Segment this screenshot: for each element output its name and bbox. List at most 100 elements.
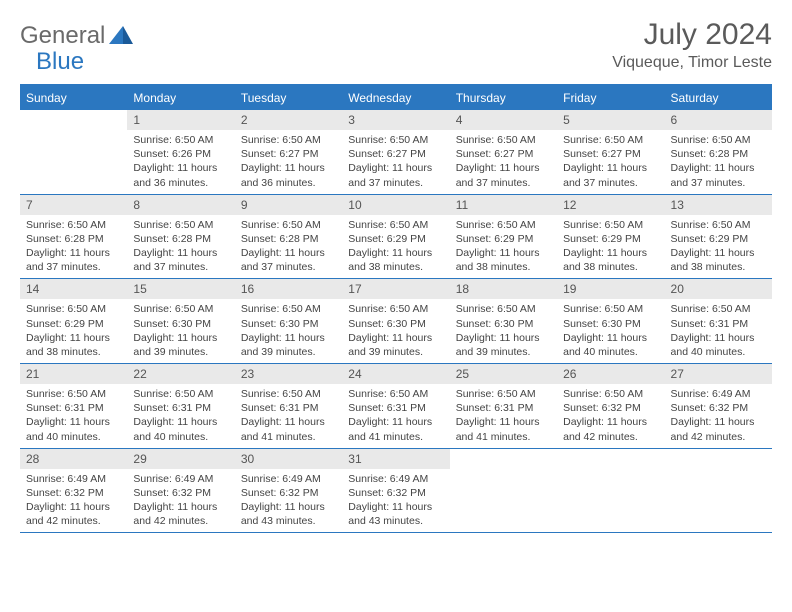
day-cell-14: 14Sunrise: 6:50 AMSunset: 6:29 PMDayligh… — [20, 279, 127, 364]
weekday-row: SundayMondayTuesdayWednesdayThursdayFrid… — [20, 85, 772, 110]
weekday-sunday: Sunday — [20, 85, 127, 110]
day-cell-6: 6Sunrise: 6:50 AMSunset: 6:28 PMDaylight… — [665, 110, 772, 194]
day-cell-13: 13Sunrise: 6:50 AMSunset: 6:29 PMDayligh… — [665, 194, 772, 279]
calendar-row: 7Sunrise: 6:50 AMSunset: 6:28 PMDaylight… — [20, 194, 772, 279]
day-details: Sunrise: 6:50 AMSunset: 6:31 PMDaylight:… — [450, 384, 557, 448]
day-details: Sunrise: 6:50 AMSunset: 6:30 PMDaylight:… — [450, 299, 557, 363]
day-cell-7: 7Sunrise: 6:50 AMSunset: 6:28 PMDaylight… — [20, 194, 127, 279]
day-number: 17 — [342, 279, 449, 299]
day-cell-27: 27Sunrise: 6:49 AMSunset: 6:32 PMDayligh… — [665, 364, 772, 449]
day-number: 18 — [450, 279, 557, 299]
day-cell-24: 24Sunrise: 6:50 AMSunset: 6:31 PMDayligh… — [342, 364, 449, 449]
day-cell-22: 22Sunrise: 6:50 AMSunset: 6:31 PMDayligh… — [127, 364, 234, 449]
day-cell-23: 23Sunrise: 6:50 AMSunset: 6:31 PMDayligh… — [235, 364, 342, 449]
empty-cell — [665, 448, 772, 533]
weekday-saturday: Saturday — [665, 85, 772, 110]
day-details: Sunrise: 6:50 AMSunset: 6:30 PMDaylight:… — [127, 299, 234, 363]
day-cell-8: 8Sunrise: 6:50 AMSunset: 6:28 PMDaylight… — [127, 194, 234, 279]
day-cell-28: 28Sunrise: 6:49 AMSunset: 6:32 PMDayligh… — [20, 448, 127, 533]
day-details: Sunrise: 6:50 AMSunset: 6:26 PMDaylight:… — [127, 130, 234, 194]
day-number: 27 — [665, 364, 772, 384]
day-number: 3 — [342, 110, 449, 130]
day-number: 13 — [665, 195, 772, 215]
day-details: Sunrise: 6:50 AMSunset: 6:28 PMDaylight:… — [665, 130, 772, 194]
day-cell-30: 30Sunrise: 6:49 AMSunset: 6:32 PMDayligh… — [235, 448, 342, 533]
day-number: 21 — [20, 364, 127, 384]
day-details: Sunrise: 6:50 AMSunset: 6:29 PMDaylight:… — [20, 299, 127, 363]
day-cell-25: 25Sunrise: 6:50 AMSunset: 6:31 PMDayligh… — [450, 364, 557, 449]
weekday-thursday: Thursday — [450, 85, 557, 110]
empty-cell — [20, 110, 127, 194]
calendar-row: 21Sunrise: 6:50 AMSunset: 6:31 PMDayligh… — [20, 364, 772, 449]
empty-cell — [450, 448, 557, 533]
day-number: 20 — [665, 279, 772, 299]
day-number: 2 — [235, 110, 342, 130]
title-block: July 2024 Viqueque, Timor Leste — [612, 18, 772, 72]
day-cell-11: 11Sunrise: 6:50 AMSunset: 6:29 PMDayligh… — [450, 194, 557, 279]
logo: General — [20, 18, 135, 50]
day-cell-29: 29Sunrise: 6:49 AMSunset: 6:32 PMDayligh… — [127, 448, 234, 533]
day-cell-3: 3Sunrise: 6:50 AMSunset: 6:27 PMDaylight… — [342, 110, 449, 194]
day-details: Sunrise: 6:49 AMSunset: 6:32 PMDaylight:… — [20, 469, 127, 533]
day-cell-18: 18Sunrise: 6:50 AMSunset: 6:30 PMDayligh… — [450, 279, 557, 364]
day-cell-26: 26Sunrise: 6:50 AMSunset: 6:32 PMDayligh… — [557, 364, 664, 449]
day-details: Sunrise: 6:50 AMSunset: 6:28 PMDaylight:… — [235, 215, 342, 279]
day-details: Sunrise: 6:50 AMSunset: 6:30 PMDaylight:… — [557, 299, 664, 363]
day-number: 15 — [127, 279, 234, 299]
calendar-row: 14Sunrise: 6:50 AMSunset: 6:29 PMDayligh… — [20, 279, 772, 364]
day-number: 5 — [557, 110, 664, 130]
calendar-row: 28Sunrise: 6:49 AMSunset: 6:32 PMDayligh… — [20, 448, 772, 533]
day-cell-16: 16Sunrise: 6:50 AMSunset: 6:30 PMDayligh… — [235, 279, 342, 364]
day-cell-12: 12Sunrise: 6:50 AMSunset: 6:29 PMDayligh… — [557, 194, 664, 279]
day-cell-4: 4Sunrise: 6:50 AMSunset: 6:27 PMDaylight… — [450, 110, 557, 194]
day-number: 19 — [557, 279, 664, 299]
day-details: Sunrise: 6:50 AMSunset: 6:31 PMDaylight:… — [20, 384, 127, 448]
day-cell-9: 9Sunrise: 6:50 AMSunset: 6:28 PMDaylight… — [235, 194, 342, 279]
day-details: Sunrise: 6:50 AMSunset: 6:31 PMDaylight:… — [665, 299, 772, 363]
logo-text-blue: Blue — [36, 48, 84, 75]
day-number: 14 — [20, 279, 127, 299]
day-details: Sunrise: 6:50 AMSunset: 6:28 PMDaylight:… — [20, 215, 127, 279]
calendar-row: 1Sunrise: 6:50 AMSunset: 6:26 PMDaylight… — [20, 110, 772, 194]
day-number: 31 — [342, 449, 449, 469]
weekday-wednesday: Wednesday — [342, 85, 449, 110]
day-number: 4 — [450, 110, 557, 130]
day-details: Sunrise: 6:50 AMSunset: 6:32 PMDaylight:… — [557, 384, 664, 448]
day-cell-2: 2Sunrise: 6:50 AMSunset: 6:27 PMDaylight… — [235, 110, 342, 194]
location-text: Viqueque, Timor Leste — [612, 54, 772, 72]
day-cell-5: 5Sunrise: 6:50 AMSunset: 6:27 PMDaylight… — [557, 110, 664, 194]
day-cell-19: 19Sunrise: 6:50 AMSunset: 6:30 PMDayligh… — [557, 279, 664, 364]
day-number: 8 — [127, 195, 234, 215]
day-details: Sunrise: 6:50 AMSunset: 6:30 PMDaylight:… — [235, 299, 342, 363]
day-details: Sunrise: 6:50 AMSunset: 6:31 PMDaylight:… — [127, 384, 234, 448]
day-cell-15: 15Sunrise: 6:50 AMSunset: 6:30 PMDayligh… — [127, 279, 234, 364]
day-number: 9 — [235, 195, 342, 215]
weekday-tuesday: Tuesday — [235, 85, 342, 110]
day-number: 1 — [127, 110, 234, 130]
day-number: 28 — [20, 449, 127, 469]
day-number: 6 — [665, 110, 772, 130]
day-number: 26 — [557, 364, 664, 384]
weekday-friday: Friday — [557, 85, 664, 110]
day-details: Sunrise: 6:50 AMSunset: 6:29 PMDaylight:… — [342, 215, 449, 279]
day-details: Sunrise: 6:50 AMSunset: 6:27 PMDaylight:… — [342, 130, 449, 194]
day-details: Sunrise: 6:50 AMSunset: 6:30 PMDaylight:… — [342, 299, 449, 363]
day-details: Sunrise: 6:49 AMSunset: 6:32 PMDaylight:… — [342, 469, 449, 533]
day-cell-1: 1Sunrise: 6:50 AMSunset: 6:26 PMDaylight… — [127, 110, 234, 194]
day-details: Sunrise: 6:50 AMSunset: 6:29 PMDaylight:… — [450, 215, 557, 279]
day-details: Sunrise: 6:49 AMSunset: 6:32 PMDaylight:… — [665, 384, 772, 448]
day-cell-31: 31Sunrise: 6:49 AMSunset: 6:32 PMDayligh… — [342, 448, 449, 533]
day-details: Sunrise: 6:49 AMSunset: 6:32 PMDaylight:… — [235, 469, 342, 533]
empty-cell — [557, 448, 664, 533]
weekday-monday: Monday — [127, 85, 234, 110]
logo-blue-wrapper: Blue — [36, 48, 84, 76]
day-cell-10: 10Sunrise: 6:50 AMSunset: 6:29 PMDayligh… — [342, 194, 449, 279]
day-details: Sunrise: 6:50 AMSunset: 6:28 PMDaylight:… — [127, 215, 234, 279]
day-details: Sunrise: 6:49 AMSunset: 6:32 PMDaylight:… — [127, 469, 234, 533]
day-number: 23 — [235, 364, 342, 384]
day-cell-21: 21Sunrise: 6:50 AMSunset: 6:31 PMDayligh… — [20, 364, 127, 449]
day-number: 10 — [342, 195, 449, 215]
day-cell-17: 17Sunrise: 6:50 AMSunset: 6:30 PMDayligh… — [342, 279, 449, 364]
day-number: 11 — [450, 195, 557, 215]
day-cell-20: 20Sunrise: 6:50 AMSunset: 6:31 PMDayligh… — [665, 279, 772, 364]
